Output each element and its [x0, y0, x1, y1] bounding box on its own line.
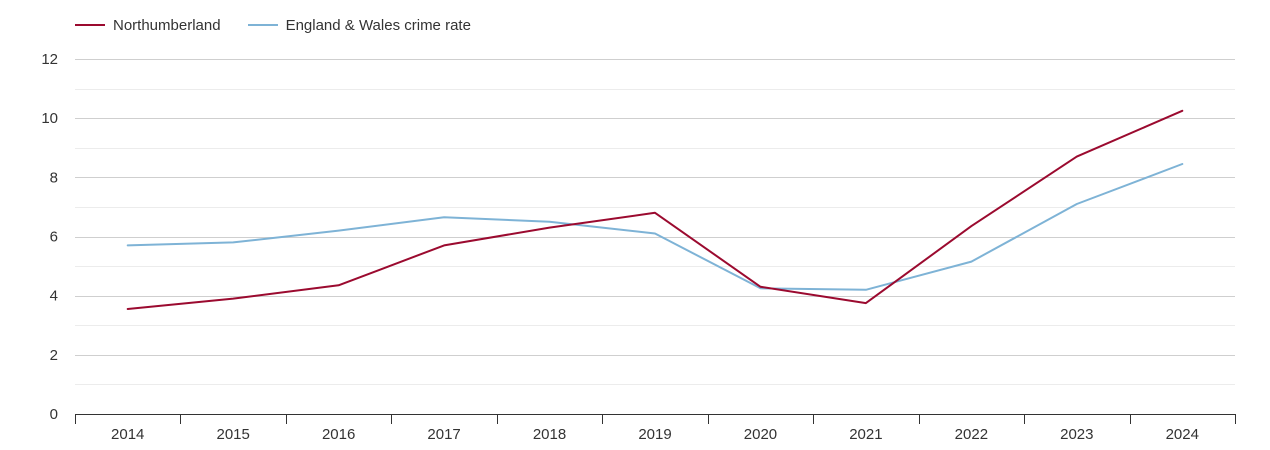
- y-tick-label: 6: [50, 229, 58, 246]
- data-point: [443, 244, 445, 246]
- y-tick-label: 0: [50, 406, 58, 423]
- x-tick-label: 2024: [1166, 426, 1199, 443]
- data-point: [338, 230, 340, 232]
- y-tick-label: 12: [41, 51, 58, 68]
- legend-swatch-northumberland: [75, 24, 105, 26]
- x-tick-label: 2019: [638, 426, 671, 443]
- x-tick-label: 2022: [955, 426, 988, 443]
- y-tick-label: 4: [50, 288, 58, 305]
- legend-item-northumberland[interactable]: Northumberland: [75, 17, 221, 34]
- data-point: [232, 241, 234, 243]
- x-tick-label: 2017: [427, 426, 460, 443]
- x-tick-label: 2014: [111, 426, 144, 443]
- chart-legend: Northumberland England & Wales crime rat…: [75, 15, 498, 35]
- series-lines: [126, 109, 1184, 310]
- x-tick-label: 2018: [533, 426, 566, 443]
- x-tick-label: 2020: [744, 426, 777, 443]
- data-point: [865, 302, 867, 304]
- data-point: [1181, 110, 1183, 112]
- data-point: [759, 286, 761, 288]
- data-point: [865, 289, 867, 291]
- axes: 0 2 4 6 8 10 12 2014 2015 2016 2017 2018 2019 2020 202…: [41, 51, 1236, 443]
- x-tick-label: 2016: [322, 426, 355, 443]
- data-point: [549, 227, 551, 229]
- series-england-wales: [126, 163, 1184, 291]
- series-line: [126, 109, 1184, 310]
- y-tick-label: 2: [50, 347, 58, 364]
- data-point: [1181, 163, 1183, 165]
- data-point: [338, 284, 340, 286]
- legend-item-england-wales[interactable]: England & Wales crime rate: [247, 16, 471, 34]
- series-northumberland: [126, 109, 1184, 310]
- data-point: [970, 225, 972, 227]
- data-point: [654, 233, 656, 235]
- data-point: [970, 261, 972, 263]
- data-point: [127, 244, 129, 246]
- legend-label-northumberland: Northumberland: [113, 16, 221, 34]
- data-point: [232, 298, 234, 300]
- legend-swatch-england-wales: [247, 24, 278, 26]
- x-tick-label: 2015: [216, 426, 249, 443]
- x-tick-label: 2023: [1060, 426, 1093, 443]
- data-point: [549, 221, 551, 223]
- legend-label-england-wales: England & Wales crime rate: [285, 16, 471, 34]
- data-point: [1076, 203, 1078, 205]
- data-point: [127, 308, 129, 310]
- y-tick-label: 10: [41, 110, 58, 127]
- series-line: [126, 163, 1184, 291]
- gridlines: [75, 59, 1235, 385]
- x-tick-label: 2021: [849, 426, 882, 443]
- data-point: [1076, 156, 1078, 158]
- data-point: [654, 212, 656, 214]
- data-point: [443, 216, 445, 218]
- y-tick-label: 8: [50, 169, 58, 186]
